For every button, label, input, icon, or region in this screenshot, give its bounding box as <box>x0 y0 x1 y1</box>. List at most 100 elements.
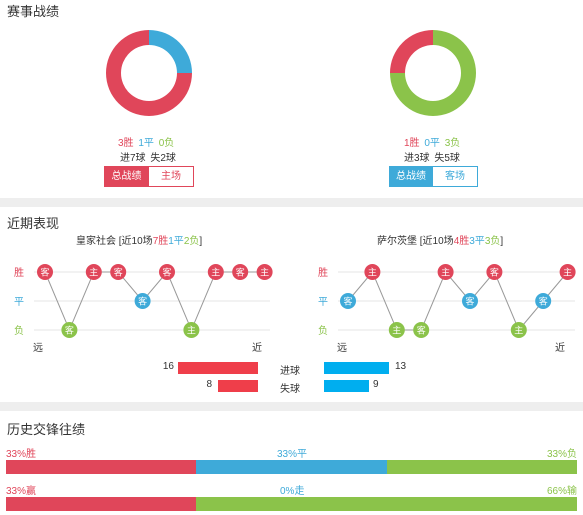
left-form-venue-label: 客 <box>162 267 171 278</box>
h2h-handicap-segment-win <box>6 497 197 511</box>
right-form-point <box>388 322 405 338</box>
right-form-point <box>413 322 430 338</box>
left-form-venue-label: 主 <box>260 267 269 278</box>
right-tab-total-record[interactable]: 总战绩 <box>389 166 433 187</box>
left-near-label: 近 <box>252 341 262 354</box>
left-row-label-D: 平 <box>14 297 24 308</box>
right-record-donut <box>390 30 476 116</box>
right-goals-summary: 进3球 失5球 <box>404 149 460 164</box>
right-form-point <box>340 293 356 309</box>
left-form-chart: 胜平负客客主 客客客主主客主远近 <box>14 264 273 354</box>
left-form-point <box>183 322 200 338</box>
h2h-handicap-lose-pct: 66%输 <box>546 486 577 497</box>
left-form-point <box>37 264 53 280</box>
right-tab-away[interactable]: 客场 <box>432 166 478 187</box>
left-recent-win: 7胜 <box>152 236 169 247</box>
left-form-venue-label: 客 <box>65 325 74 336</box>
left-form-venue-label: 客 <box>236 267 245 278</box>
left-row-label-W: 胜 <box>14 267 24 279</box>
left-form-point <box>110 264 127 280</box>
right-form-venue-label: 主 <box>392 325 401 336</box>
left-form-venue-label: 客 <box>40 267 49 278</box>
left-goals-summary: 进7球 失2球 <box>120 149 176 164</box>
h2h-title: 历史交锋往绩 <box>7 422 86 437</box>
right-form-venue-label: 客 <box>417 325 426 336</box>
scored-label: 进球 <box>280 366 300 377</box>
left-record-counts: 3胜 1平 0负 <box>118 134 174 149</box>
right-form-venue-label: 主 <box>368 267 377 278</box>
left-conceded-bar <box>218 380 258 392</box>
h2h-draw-pct: 33%平 <box>277 449 308 460</box>
right-form-venue-label: 客 <box>343 296 352 307</box>
left-conceded-value: 8 <box>206 379 212 390</box>
record-panel: 赛事战绩 3胜 1平 0负 进7球 失2球 总战绩 主场 1胜 0平 3负 进3… <box>0 0 583 198</box>
right-far-label: 远 <box>337 342 347 354</box>
right-draw-count: 0平 <box>424 138 440 149</box>
right-row-label-W: 胜 <box>318 267 328 279</box>
right-form-point <box>486 264 503 280</box>
left-record-donut <box>106 30 192 116</box>
right-record-counts: 1胜 0平 3负 <box>404 134 460 149</box>
right-near-label: 近 <box>555 341 565 354</box>
h2h-handicap-push-pct: 0%走 <box>280 486 305 497</box>
right-form-point <box>559 264 576 280</box>
left-summary-pre: [近10场 <box>118 236 153 247</box>
left-draw-count: 1平 <box>138 138 154 149</box>
left-form-point <box>256 264 273 280</box>
right-form-point <box>462 293 478 309</box>
recent-title: 近期表现 <box>7 216 60 231</box>
right-form-venue-label: 主 <box>514 325 523 336</box>
right-form-point <box>510 322 527 338</box>
h2h-panel: 历史交锋往绩 33%胜 33%平 33%负 33%赢 0%走 66%输 <box>0 411 583 515</box>
right-scored-value: 13 <box>395 361 407 372</box>
left-donut-slice-win <box>106 30 192 116</box>
left-goals-against: 失2球 <box>150 153 176 164</box>
left-form-point <box>159 264 175 280</box>
right-scored-bar <box>324 362 389 374</box>
h2h-handicap-segment-lose <box>196 497 577 511</box>
right-conceded-value: 9 <box>373 379 379 390</box>
left-far-label: 远 <box>33 342 43 354</box>
h2h-win-pct: 33%胜 <box>6 449 37 460</box>
right-conceded-bar <box>324 380 369 392</box>
left-row-label-L: 负 <box>14 324 24 337</box>
left-win-count: 3胜 <box>118 138 134 149</box>
right-win-count: 1胜 <box>404 138 420 149</box>
right-summary-post: ] <box>500 236 504 247</box>
left-tab-total-record[interactable]: 总战绩 <box>104 166 149 187</box>
left-goals-for: 进7球 <box>120 153 146 164</box>
right-form-venue-label: 客 <box>539 296 548 307</box>
left-form-venue-label: 客 <box>138 296 147 307</box>
right-team-summary: 萨尔茨堡 [近10场4胜3平3负] <box>377 232 503 247</box>
left-form-point <box>207 264 224 280</box>
right-form-chart: 胜平负客主主 客主客客主客主远近 <box>318 264 576 354</box>
left-donut-slice-draw <box>149 30 192 73</box>
left-form-line <box>44 271 265 332</box>
right-donut-slice-lose <box>390 30 476 116</box>
h2h-result-segment-draw <box>196 460 387 474</box>
left-team-summary: 皇家社会 [近10场7胜1平2负] <box>76 232 202 247</box>
left-form-venue-label: 客 <box>114 267 123 278</box>
right-goals-for: 进3球 <box>404 153 430 164</box>
left-scored-value: 16 <box>162 361 174 372</box>
left-form-venue-label: 主 <box>89 267 98 278</box>
h2h-result-bar <box>6 460 577 474</box>
right-form-venue-label: 主 <box>563 267 572 278</box>
right-recent-win: 4胜 <box>453 236 470 247</box>
left-tab-home[interactable]: 主场 <box>148 166 194 187</box>
right-team-name: 萨尔茨堡 <box>377 236 417 247</box>
conceded-label: 失球 <box>280 384 300 395</box>
left-form-venue-label: 主 <box>187 325 196 336</box>
h2h-result-segment-lose <box>386 460 577 474</box>
left-recent-draw: 1平 <box>168 236 184 247</box>
left-form-point <box>85 264 102 280</box>
recent-panel: 近期表现 皇家社会 [近10场7胜1平2负] 萨尔茨堡 [近10场4胜3平3负]… <box>0 207 583 402</box>
left-scored-bar <box>178 362 258 374</box>
right-summary-pre: [近10场 <box>419 236 454 247</box>
h2h-result-segment-win <box>6 460 197 474</box>
left-recent-lose: 2负 <box>183 236 200 247</box>
right-form-venue-label: 客 <box>465 296 474 307</box>
right-row-label-D: 平 <box>318 297 328 308</box>
right-form-point <box>437 264 454 280</box>
left-form-point <box>232 264 249 280</box>
